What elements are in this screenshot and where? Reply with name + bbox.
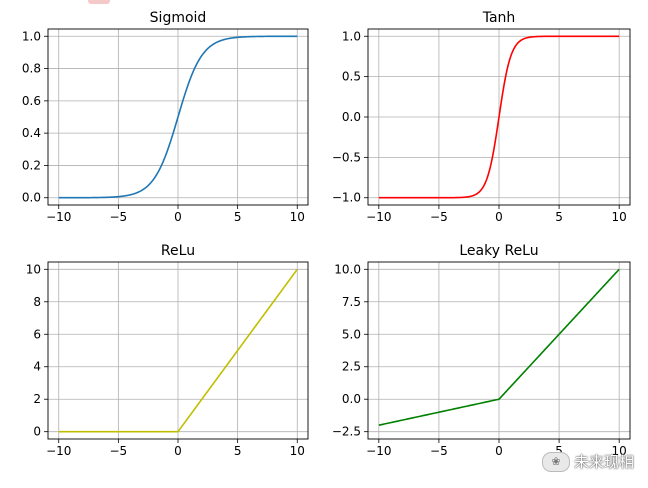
y-tick-label: 0.4 [22,126,41,140]
x-tick-label: 5 [555,210,563,224]
y-tick-label: −2.5 [332,425,361,439]
series-line [378,35,620,199]
series-line [58,268,298,433]
x-tick-label: 5 [234,444,242,458]
x-tick-label: −10 [46,444,71,458]
chart-title: Sigmoid [150,10,207,26]
x-tick-label: −5 [430,210,448,224]
series-line [378,268,620,426]
x-tick-label: 10 [290,210,305,224]
x-tick-label: 0 [174,210,182,224]
y-tick-label: 4 [33,360,41,374]
x-tick-label: −10 [366,444,391,458]
x-tick-label: −10 [46,210,71,224]
y-tick-label: 8 [33,295,41,309]
y-tick-label: 6 [33,327,41,341]
chart-title: ReLu [161,243,195,259]
wechat-bubble-icon: ❀ [541,451,570,472]
y-tick-label: 0.0 [22,191,41,205]
series-line [58,35,298,199]
x-tick-label: 0 [174,444,182,458]
y-tick-label: 7.5 [342,295,361,309]
y-tick-label: 1.0 [22,29,41,43]
y-tick-label: 10.0 [334,262,361,276]
y-tick-label: 10 [26,262,41,276]
chart-title: Leaky ReLu [459,243,538,259]
watermark-text: 未来现相 [573,453,634,471]
subplot-3: −10 −5 0 5 10 0 2 4 6 8 10 ReLu [26,243,309,458]
x-tick-label: 10 [612,444,627,458]
subplot-4: −10 −5 0 5 10 −2.5 0.0 2.5 5.0 7.5 10.0 Leaky ReLu [332,243,631,458]
y-tick-label: 0 [33,425,41,439]
y-tick-label: −0.5 [332,150,361,164]
y-tick-label: 2.5 [342,360,361,374]
y-tick-label: 5.0 [342,327,361,341]
x-tick-label: −5 [110,210,128,224]
subplot-1: −10 −5 0 5 10 0.0 0.2 0.4 0.6 0.8 1.0 Sigmoid [22,10,309,224]
chart-title: Tanh [482,10,516,26]
x-tick-label: 5 [555,444,563,458]
y-tick-label: 0.5 [342,70,361,84]
y-tick-label: 0.0 [342,392,361,406]
y-tick-label: 2 [33,392,41,406]
x-tick-label: 0 [495,210,503,224]
y-tick-label: 0.8 [22,62,41,76]
x-tick-label: 5 [234,210,242,224]
y-tick-label: −1.0 [332,191,361,205]
y-tick-label: 0.0 [342,110,361,124]
y-tick-label: 0.2 [22,158,41,172]
subplot-2: −10 −5 0 5 10 −1.0 −0.5 0.0 0.5 1.0 Tanh [332,10,631,224]
y-tick-label: 0.6 [22,94,41,108]
top-tab-mark [88,0,110,4]
x-tick-label: −10 [366,210,391,224]
x-tick-label: 10 [290,444,305,458]
x-tick-label: 10 [612,210,627,224]
x-tick-label: 0 [495,444,503,458]
x-tick-label: −5 [430,444,448,458]
x-tick-label: −5 [110,444,128,458]
watermark: ❀ 未来现相 [541,451,634,472]
y-tick-label: 1.0 [342,29,361,43]
